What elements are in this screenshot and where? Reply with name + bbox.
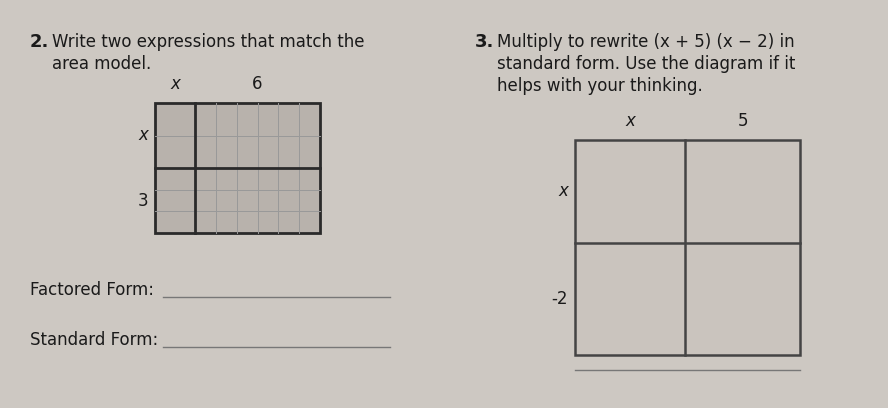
Text: 5: 5 bbox=[737, 112, 748, 130]
Text: Write two expressions that match the: Write two expressions that match the bbox=[52, 33, 364, 51]
Text: x: x bbox=[139, 126, 148, 144]
Bar bbox=[155, 103, 195, 168]
Bar bbox=[155, 103, 320, 233]
Bar bbox=[195, 103, 320, 168]
Text: x: x bbox=[559, 182, 568, 200]
Text: standard form. Use the diagram if it: standard form. Use the diagram if it bbox=[497, 55, 796, 73]
Text: 3: 3 bbox=[138, 191, 148, 209]
Bar bbox=[575, 140, 685, 243]
Text: Factored Form:: Factored Form: bbox=[30, 281, 154, 299]
Text: helps with your thinking.: helps with your thinking. bbox=[497, 77, 702, 95]
Text: 6: 6 bbox=[252, 75, 263, 93]
Text: area model.: area model. bbox=[52, 55, 151, 73]
Bar bbox=[685, 140, 800, 243]
Text: 3.: 3. bbox=[475, 33, 495, 51]
Bar bbox=[685, 243, 800, 355]
Text: x: x bbox=[170, 75, 180, 93]
Bar bbox=[195, 168, 320, 233]
Text: -2: -2 bbox=[551, 290, 568, 308]
Bar bbox=[155, 168, 195, 233]
Text: 2.: 2. bbox=[30, 33, 50, 51]
Bar bbox=[575, 243, 685, 355]
Text: x: x bbox=[625, 112, 635, 130]
Text: Standard Form:: Standard Form: bbox=[30, 331, 158, 349]
Text: Multiply to rewrite (x + 5) (x − 2) in: Multiply to rewrite (x + 5) (x − 2) in bbox=[497, 33, 795, 51]
Bar bbox=[575, 140, 800, 355]
